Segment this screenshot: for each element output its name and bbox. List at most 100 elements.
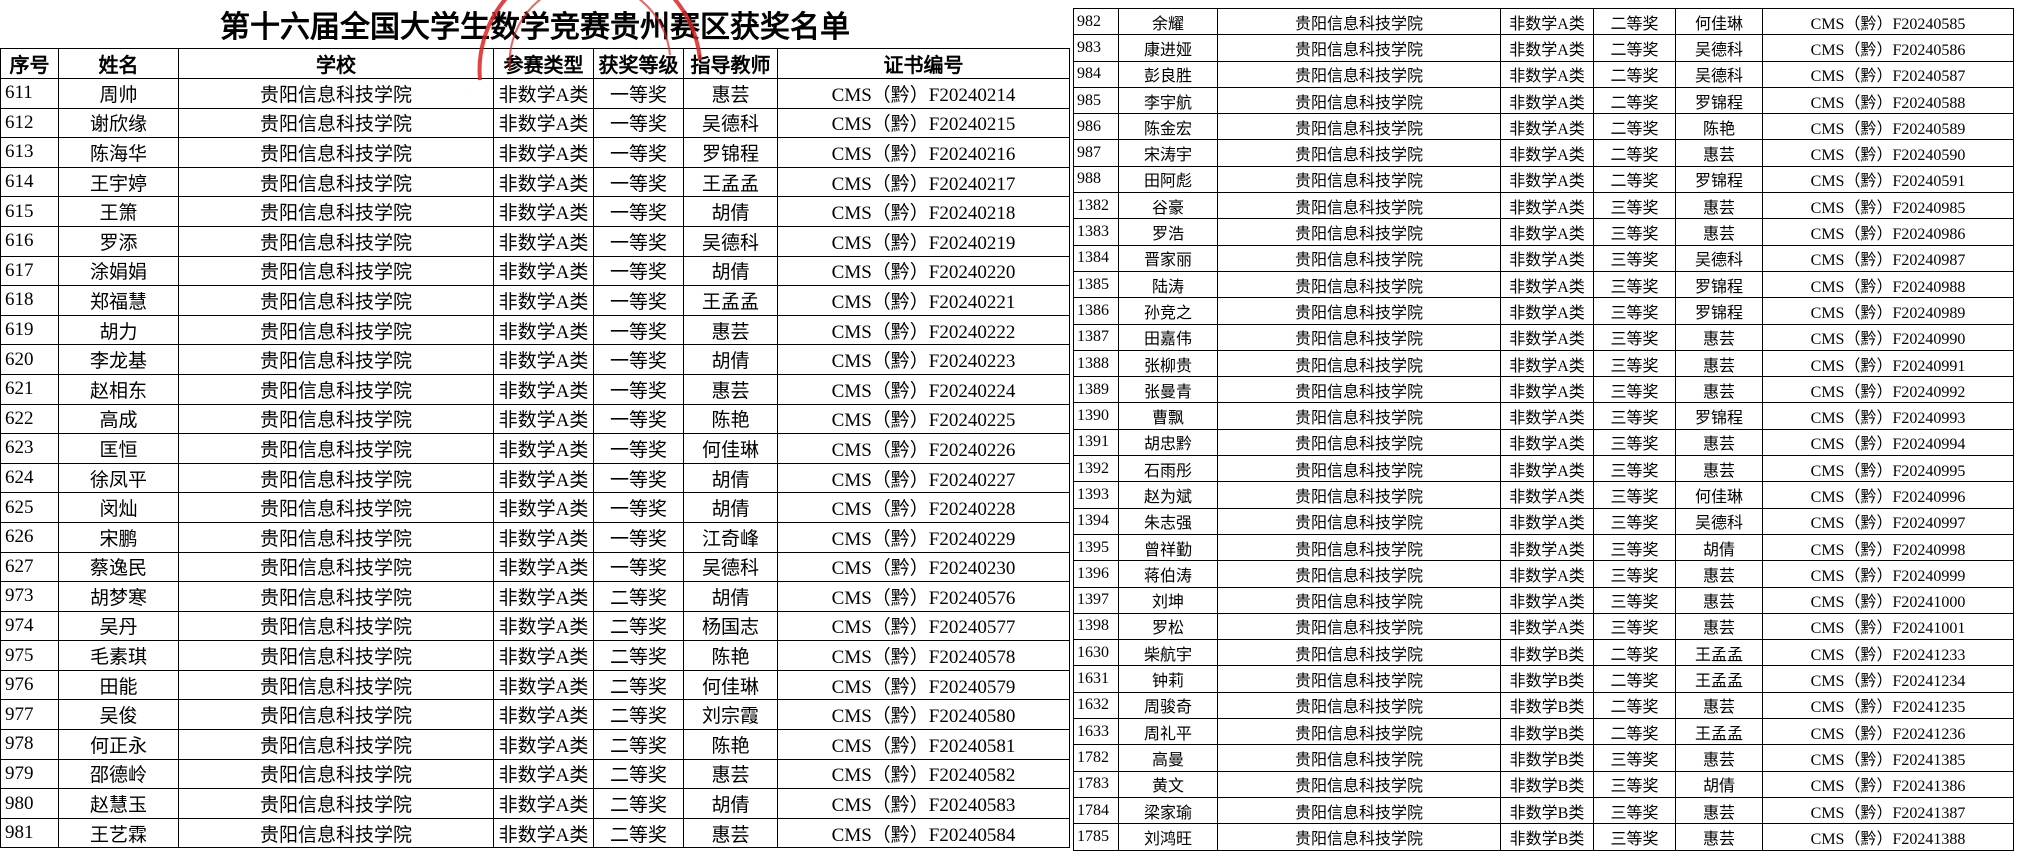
cell: 惠芸 (683, 314, 778, 346)
cell: 一等奖 (593, 344, 684, 375)
cell: 二等奖 (1593, 139, 1676, 167)
row: 622 高成 贵阳信息科技学院 非数学A类 一等奖 陈艳 CMS（黔）F20240225 (0, 403, 1070, 435)
cell: 贵阳信息科技学院 (1217, 744, 1501, 772)
cell: 二等奖 (593, 669, 684, 701)
cell: 非数学A类 (1500, 612, 1594, 641)
cell: 二等奖 (593, 699, 684, 731)
cell: 1633 (1073, 718, 1119, 746)
cell: 惠芸 (1675, 586, 1763, 614)
cell: 一等奖 (593, 373, 684, 405)
cell: 一等奖 (593, 285, 684, 316)
cell: 一等奖 (593, 314, 684, 346)
cell: 贵阳信息科技学院 (178, 285, 494, 316)
cell: 惠芸 (1675, 796, 1763, 825)
cell: CMS（黔）F20241235 (1762, 691, 2014, 720)
cell: 余耀 (1118, 7, 1218, 36)
cell: 二等奖 (1593, 60, 1676, 88)
cell: 何佳琳 (1675, 481, 1763, 509)
cell: 979 (0, 758, 59, 790)
cell: 一等奖 (593, 492, 684, 523)
cell: 贵阳信息科技学院 (1217, 796, 1501, 825)
cell: 罗浩 (1118, 218, 1218, 246)
cell: 贵阳信息科技学院 (178, 699, 494, 731)
cell: 非数学A类 (1500, 34, 1594, 62)
cell: 一等奖 (593, 78, 684, 109)
cell: 二等奖 (1593, 34, 1676, 62)
cell: 惠芸 (1675, 349, 1763, 378)
cell: 三等奖 (1593, 270, 1676, 299)
cell: 贵阳信息科技学院 (178, 78, 494, 109)
cell: CMS（黔）F20240224 (777, 373, 1070, 405)
cell: 非数学A类 (1500, 428, 1594, 457)
row: 1784 梁家瑜 贵阳信息科技学院 非数学B类 三等奖 惠芸 CMS（黔）F20241387 (1073, 796, 2014, 825)
row: 616 罗添 贵阳信息科技学院 非数学A类 一等奖 吴德科 CMS（黔）F20240219 (0, 225, 1070, 257)
cell: 贵阳信息科技学院 (178, 373, 494, 405)
cell: 贵阳信息科技学院 (1217, 691, 1501, 720)
cell: 吴德科 (1675, 244, 1763, 272)
cell: 617 (0, 255, 59, 287)
cell: 非数学B类 (1500, 823, 1594, 851)
cell: 非数学A类 (1500, 402, 1594, 430)
cell: 贵阳信息科技学院 (178, 137, 494, 168)
cell: 贵阳信息科技学院 (1217, 113, 1501, 141)
cell: 1387 (1073, 323, 1119, 351)
cell: 1782 (1073, 744, 1119, 772)
row: 1396 蒋伯涛 贵阳信息科技学院 非数学A类 三等奖 惠芸 CMS（黔）F20240999 (1073, 560, 2014, 588)
cell: 贵阳信息科技学院 (178, 314, 494, 346)
cell: 贵阳信息科技学院 (1217, 481, 1501, 509)
cell: 蒋伯涛 (1118, 560, 1218, 588)
cell: 王箫 (58, 196, 179, 227)
cell: 陈艳 (683, 403, 778, 435)
cell: CMS（黔）F20240991 (1762, 349, 2014, 378)
cell: CMS（黔）F20240993 (1762, 402, 2014, 430)
cell: 非数学B类 (1500, 665, 1594, 693)
cell: 非数学B类 (1500, 796, 1594, 825)
cell: 626 (0, 521, 59, 553)
row: 979 邵德岭 贵阳信息科技学院 非数学A类 二等奖 惠芸 CMS（黔）F20240582 (0, 758, 1070, 790)
title: 第十六届全国大学生数学竞赛贵州赛区获奖名单 (0, 0, 1070, 49)
cell: 非数学A类 (1500, 139, 1594, 167)
header-cell: 指导教师 (683, 48, 778, 79)
cell: 康进娅 (1118, 34, 1218, 62)
cell: 618 (0, 285, 59, 316)
cell: 非数学A类 (493, 314, 594, 346)
cell: 983 (1073, 34, 1119, 62)
cell: 一等奖 (593, 196, 684, 227)
cell: 贵阳信息科技学院 (1217, 323, 1501, 351)
row: 1382 谷豪 贵阳信息科技学院 非数学A类 三等奖 惠芸 CMS（黔）F20240985 (1073, 192, 2014, 220)
cell: 非数学A类 (493, 699, 594, 731)
cell: 973 (0, 581, 59, 612)
cell: 非数学A类 (493, 166, 594, 198)
cell: 非数学A类 (493, 373, 594, 405)
cell: 何佳琳 (683, 433, 778, 464)
cell: 李宇航 (1118, 86, 1218, 115)
cell: 贵阳信息科技学院 (1217, 612, 1501, 641)
cell: 张曼青 (1118, 376, 1218, 404)
row: 1394 朱志强 贵阳信息科技学院 非数学A类 三等奖 吴德科 CMS（黔）F2024099… (1073, 507, 2014, 535)
cell: 1392 (1073, 455, 1119, 483)
cell: 贵阳信息科技学院 (1217, 297, 1501, 325)
cell: CMS（黔）F20240227 (777, 462, 1070, 494)
cell: 贵阳信息科技学院 (178, 817, 494, 849)
cell: 1386 (1073, 297, 1119, 325)
cell: 非数学A类 (1500, 244, 1594, 272)
cell: 贵阳信息科技学院 (1217, 349, 1501, 378)
cell: 非数学A类 (1500, 60, 1594, 88)
cell: 624 (0, 462, 59, 494)
cell: 623 (0, 433, 59, 464)
cell: 三等奖 (1593, 507, 1676, 535)
cell: CMS（黔）F20240219 (777, 225, 1070, 257)
cell: 985 (1073, 86, 1119, 115)
cell: 贵阳信息科技学院 (1217, 718, 1501, 746)
cell: CMS（黔）F20240990 (1762, 323, 2014, 351)
cell: 一等奖 (593, 551, 684, 583)
cell: 胡忠黔 (1118, 428, 1218, 457)
cell: CMS（黔）F20240988 (1762, 270, 2014, 299)
cell: CMS（黔）F20241388 (1762, 823, 2014, 851)
cell: 惠芸 (1675, 218, 1763, 246)
cell: 1630 (1073, 639, 1119, 667)
cell: CMS（黔）F20240997 (1762, 507, 2014, 535)
cell: 三等奖 (1593, 428, 1676, 457)
cell: 二等奖 (593, 581, 684, 612)
row: 1785 刘鸿旺 贵阳信息科技学院 非数学B类 三等奖 惠芸 CMS（黔）F20241388 (1073, 823, 2014, 851)
